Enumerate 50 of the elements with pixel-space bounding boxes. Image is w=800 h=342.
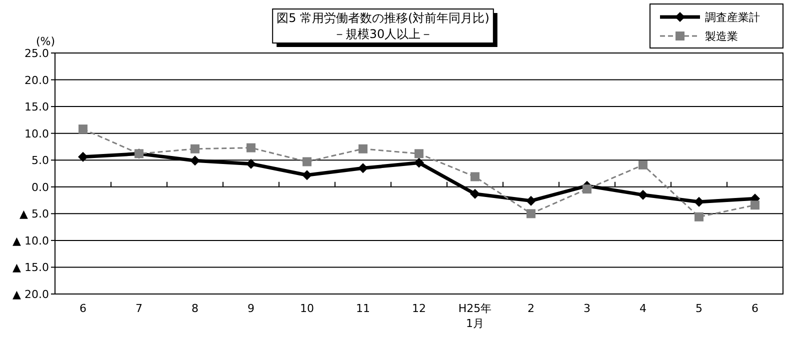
point — [358, 163, 368, 174]
point — [302, 170, 312, 180]
x-tick-label: 4 — [640, 302, 646, 315]
x-tick-label: 7 — [136, 302, 142, 315]
x-tick-label: 9 — [248, 302, 254, 315]
point — [414, 158, 424, 168]
y-tick-label: 15.0 — [24, 100, 49, 114]
y-axis-title: (%) — [36, 35, 55, 48]
x-tick-label: 2 — [528, 302, 534, 315]
point — [190, 156, 200, 166]
y-tick-label: 20.0 — [24, 74, 49, 87]
point — [582, 184, 592, 194]
x-tick-label: 8 — [192, 302, 198, 315]
x-tick-label: 3 — [584, 302, 590, 315]
point — [470, 188, 480, 199]
y-tick-label: ▲ 10.0 — [12, 234, 49, 248]
point — [470, 172, 480, 182]
point — [526, 209, 536, 218]
point — [638, 190, 648, 200]
point — [750, 200, 760, 210]
x-tick-label: 6 — [80, 302, 86, 315]
chart-title: 図5 常用労働者数の推移(対前年同月比) — [276, 11, 490, 25]
point — [526, 196, 536, 206]
point — [694, 212, 704, 222]
y-tick-label: 5.0 — [32, 154, 49, 168]
y-tick-label: ▲ 15.0 — [12, 261, 49, 274]
legend-label: 調査産業計 — [705, 11, 760, 24]
y-tick-label: 10.0 — [24, 127, 49, 140]
y-tick-label: ▲ 5.0 — [20, 208, 49, 221]
x-tick-label: 11 — [356, 302, 370, 315]
point — [78, 124, 88, 134]
point — [190, 144, 200, 154]
y-tick-label: ▲ 20.0 — [12, 288, 49, 301]
point — [358, 144, 368, 154]
point — [694, 196, 704, 207]
x-tick-label: 5 — [696, 302, 702, 315]
point — [246, 143, 256, 152]
x-tick-label: 12 — [412, 302, 426, 315]
legend-label: 製造業 — [705, 30, 738, 43]
point — [246, 158, 256, 169]
point — [638, 160, 648, 170]
x-tick-label: 6 — [752, 302, 758, 315]
chart-subtitle: －規模30人以上－ — [333, 27, 433, 41]
point — [302, 157, 312, 166]
x-tick-label: 10 — [300, 302, 314, 315]
point — [414, 149, 424, 158]
x-tick-label: H25年 1月 — [458, 302, 492, 330]
point — [78, 152, 88, 162]
y-tick-label: 0.0 — [32, 180, 49, 194]
y-tick-label: 25.0 — [24, 47, 49, 60]
